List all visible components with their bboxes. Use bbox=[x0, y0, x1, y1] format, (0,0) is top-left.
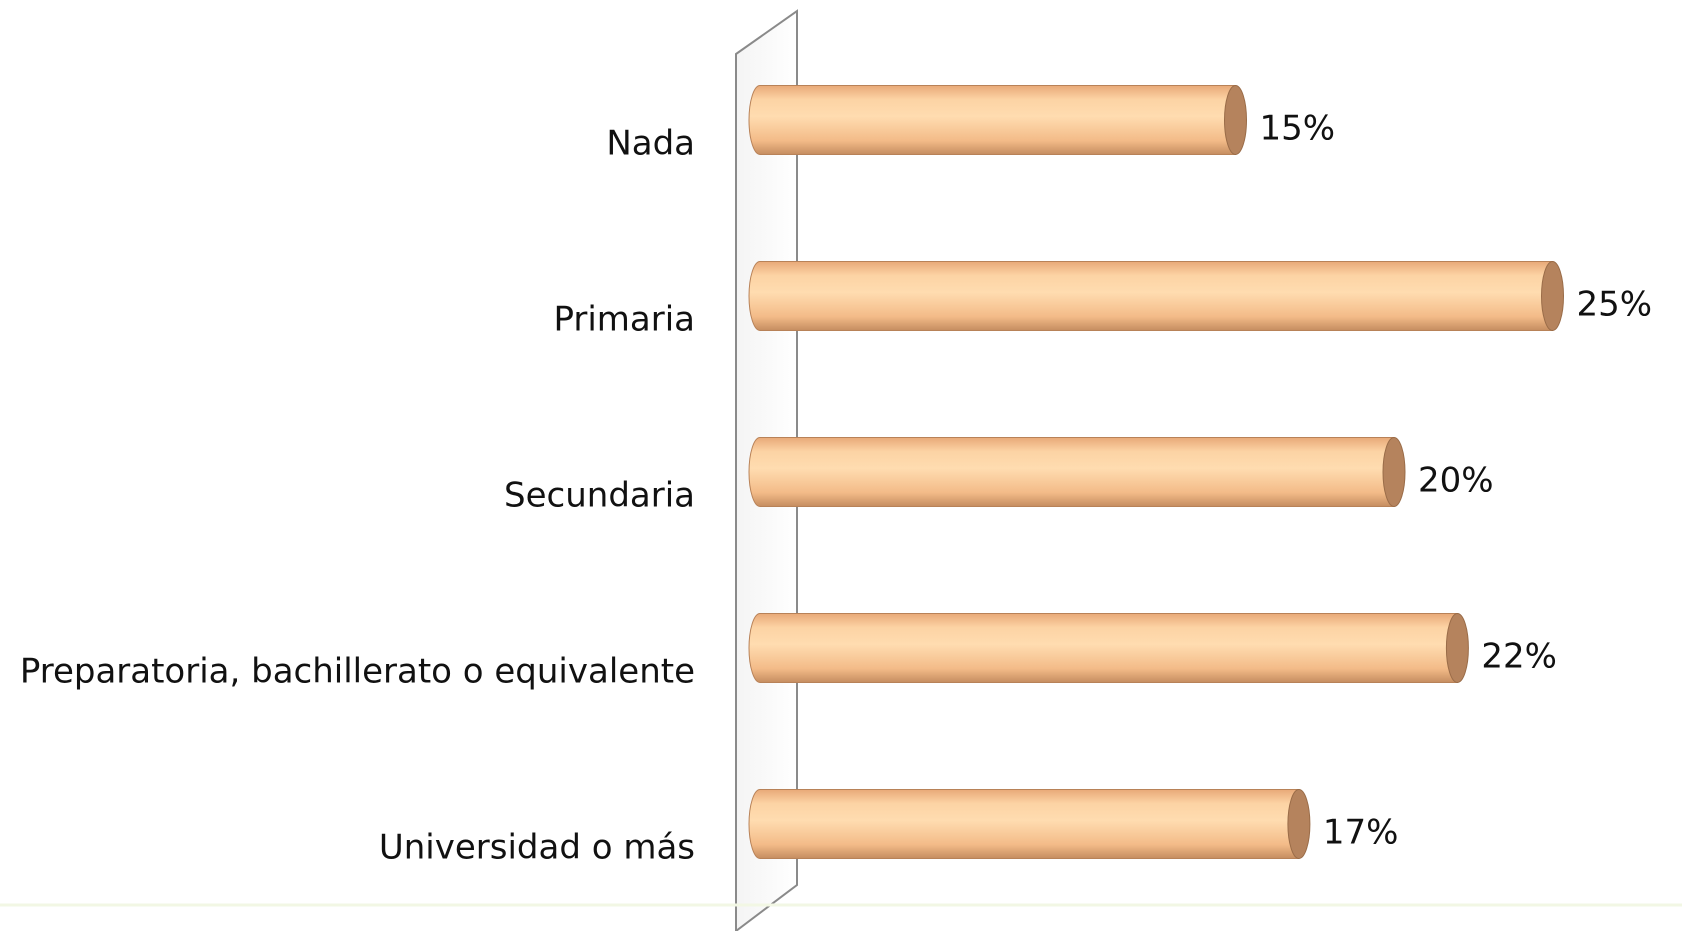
bar-body bbox=[748, 261, 1553, 331]
bar bbox=[748, 437, 1406, 507]
bar bbox=[748, 789, 1311, 859]
category-label: Preparatoria, bachillerato o equivalente bbox=[20, 652, 695, 692]
bar-cap bbox=[1382, 437, 1406, 507]
bar-cap bbox=[1287, 789, 1311, 859]
bar-body bbox=[748, 613, 1458, 683]
bar-cap bbox=[1224, 85, 1247, 155]
bar-body bbox=[748, 85, 1236, 155]
value-label: 20% bbox=[1418, 461, 1494, 501]
bar-body bbox=[748, 437, 1395, 507]
bar bbox=[748, 261, 1564, 331]
category-label: Nada bbox=[606, 124, 695, 164]
value-label: 15% bbox=[1260, 109, 1336, 149]
bar-body bbox=[748, 789, 1300, 859]
bar bbox=[748, 85, 1247, 155]
bar-cap bbox=[1445, 613, 1469, 683]
value-label: 22% bbox=[1481, 637, 1557, 677]
value-label: 25% bbox=[1577, 285, 1653, 325]
bar bbox=[748, 613, 1469, 683]
category-label: Universidad o más bbox=[379, 828, 695, 868]
bar-cap bbox=[1541, 261, 1564, 331]
category-label: Primaria bbox=[553, 300, 695, 340]
value-label: 17% bbox=[1323, 813, 1399, 853]
category-label: Secundaria bbox=[504, 476, 695, 516]
